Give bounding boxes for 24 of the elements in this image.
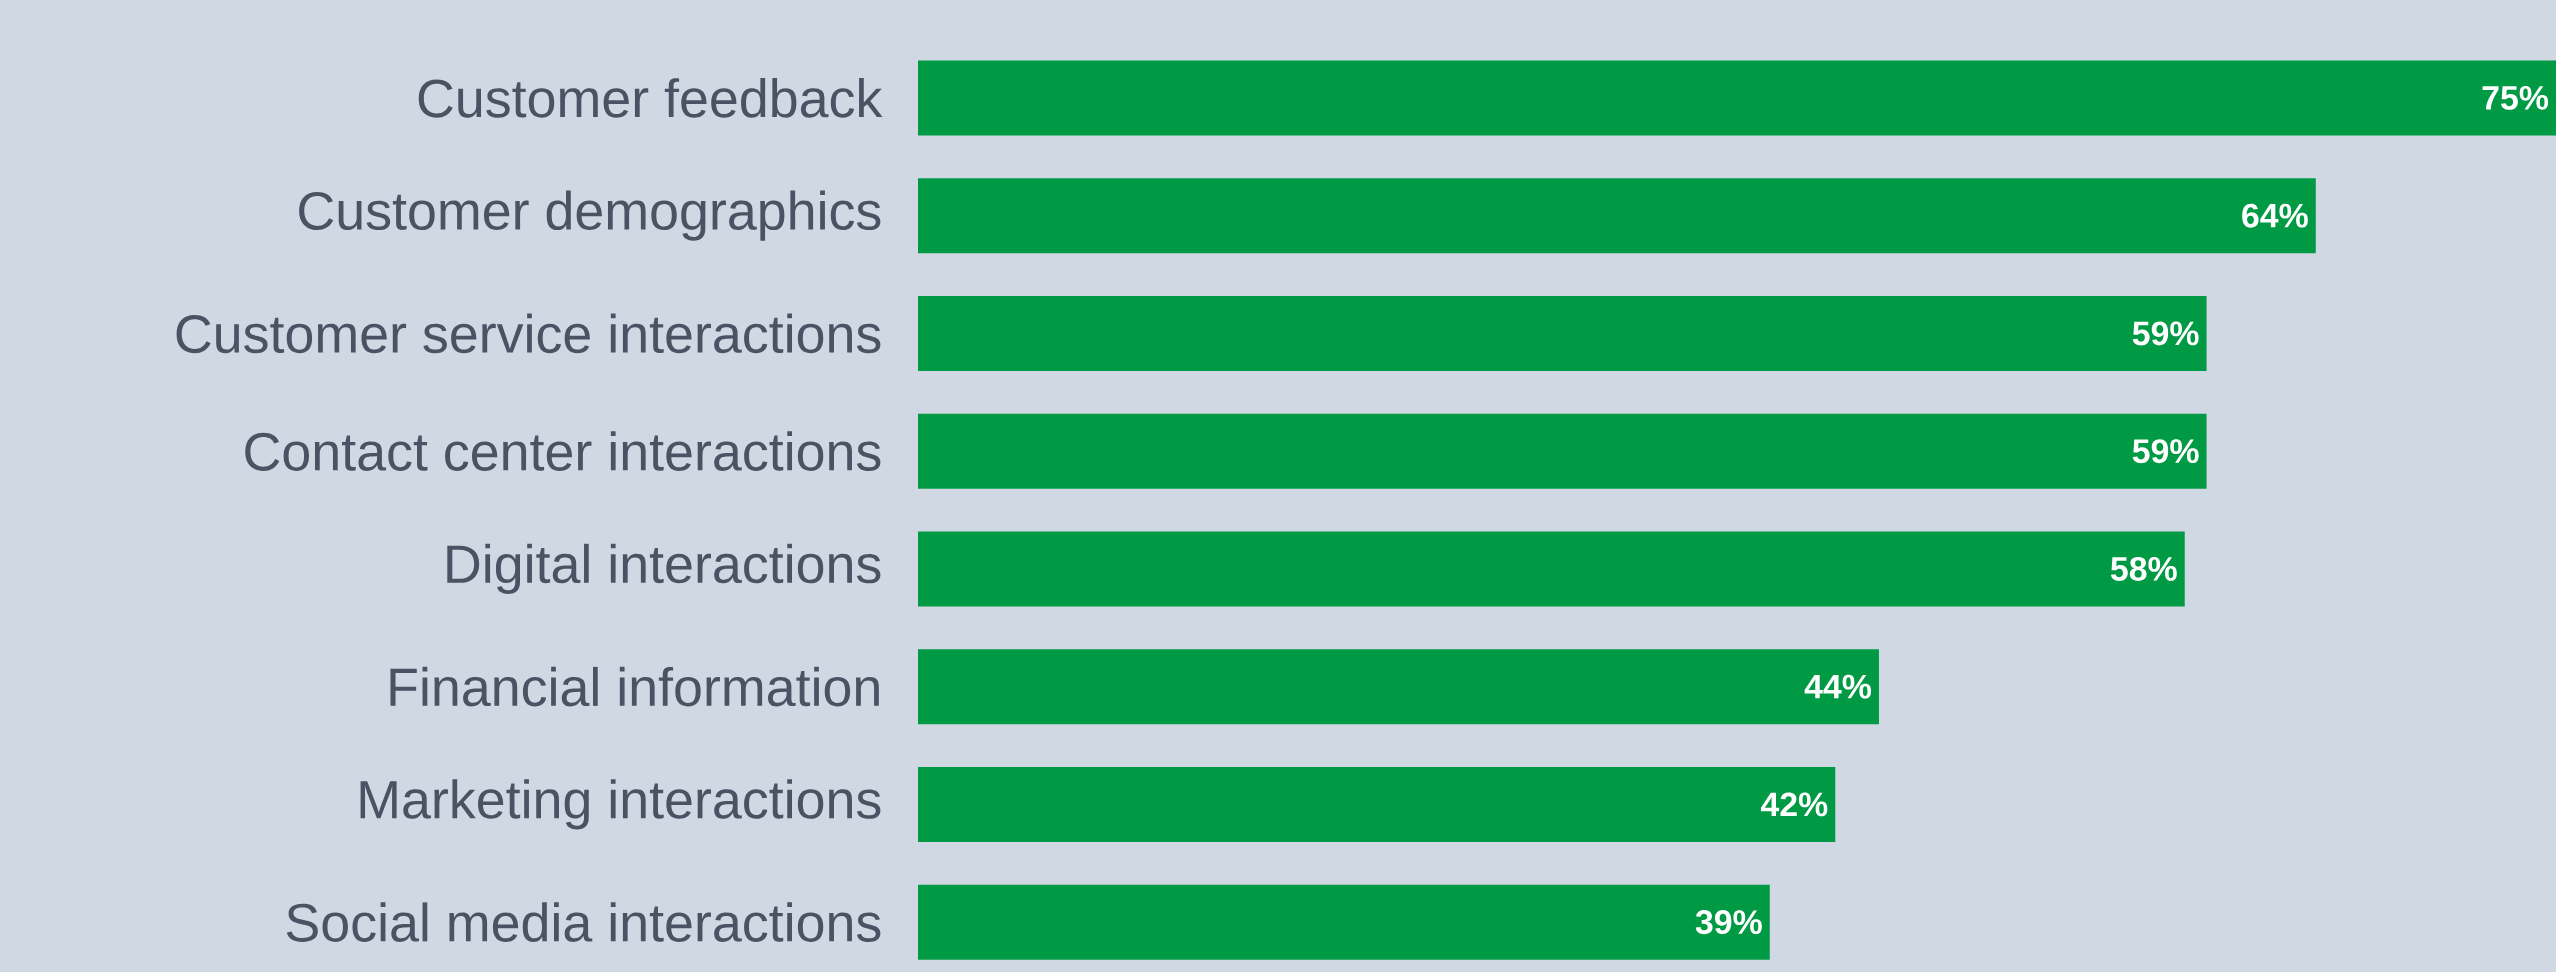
data-label: 39% [1695,910,1762,935]
bar [918,884,1770,960]
y-tick-label: Financial information [390,666,879,707]
data-label: 75% [2482,85,2549,110]
bar [918,413,2207,489]
bar [918,295,2207,371]
y-tick-label: Customer service interactions [176,313,881,354]
bar [918,531,2185,607]
y-tick-label: Customer feedback [418,78,883,118]
y-tick-label: Social media interactions [286,902,881,942]
data-label: 64% [2242,203,2308,228]
bar [918,60,2556,136]
y-tick-label: Marketing interactions [360,779,881,830]
y-tick-label: Contact center interactions [245,431,881,471]
data-label: 44% [1804,674,1872,699]
bar [918,649,1879,725]
data-label: 59% [2132,439,2199,464]
y-tick-label: Digital interactions [447,543,881,594]
data-label: 42% [1760,792,1828,817]
bar [918,178,2316,254]
bar [918,766,1836,842]
data-label: 59% [2132,321,2199,346]
data-label: 58% [2110,556,2177,581]
y-tick-label: Customer demographics [299,190,881,241]
